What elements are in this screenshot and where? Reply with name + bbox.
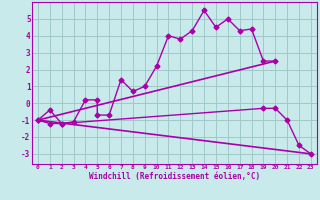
X-axis label: Windchill (Refroidissement éolien,°C): Windchill (Refroidissement éolien,°C) <box>89 172 260 181</box>
